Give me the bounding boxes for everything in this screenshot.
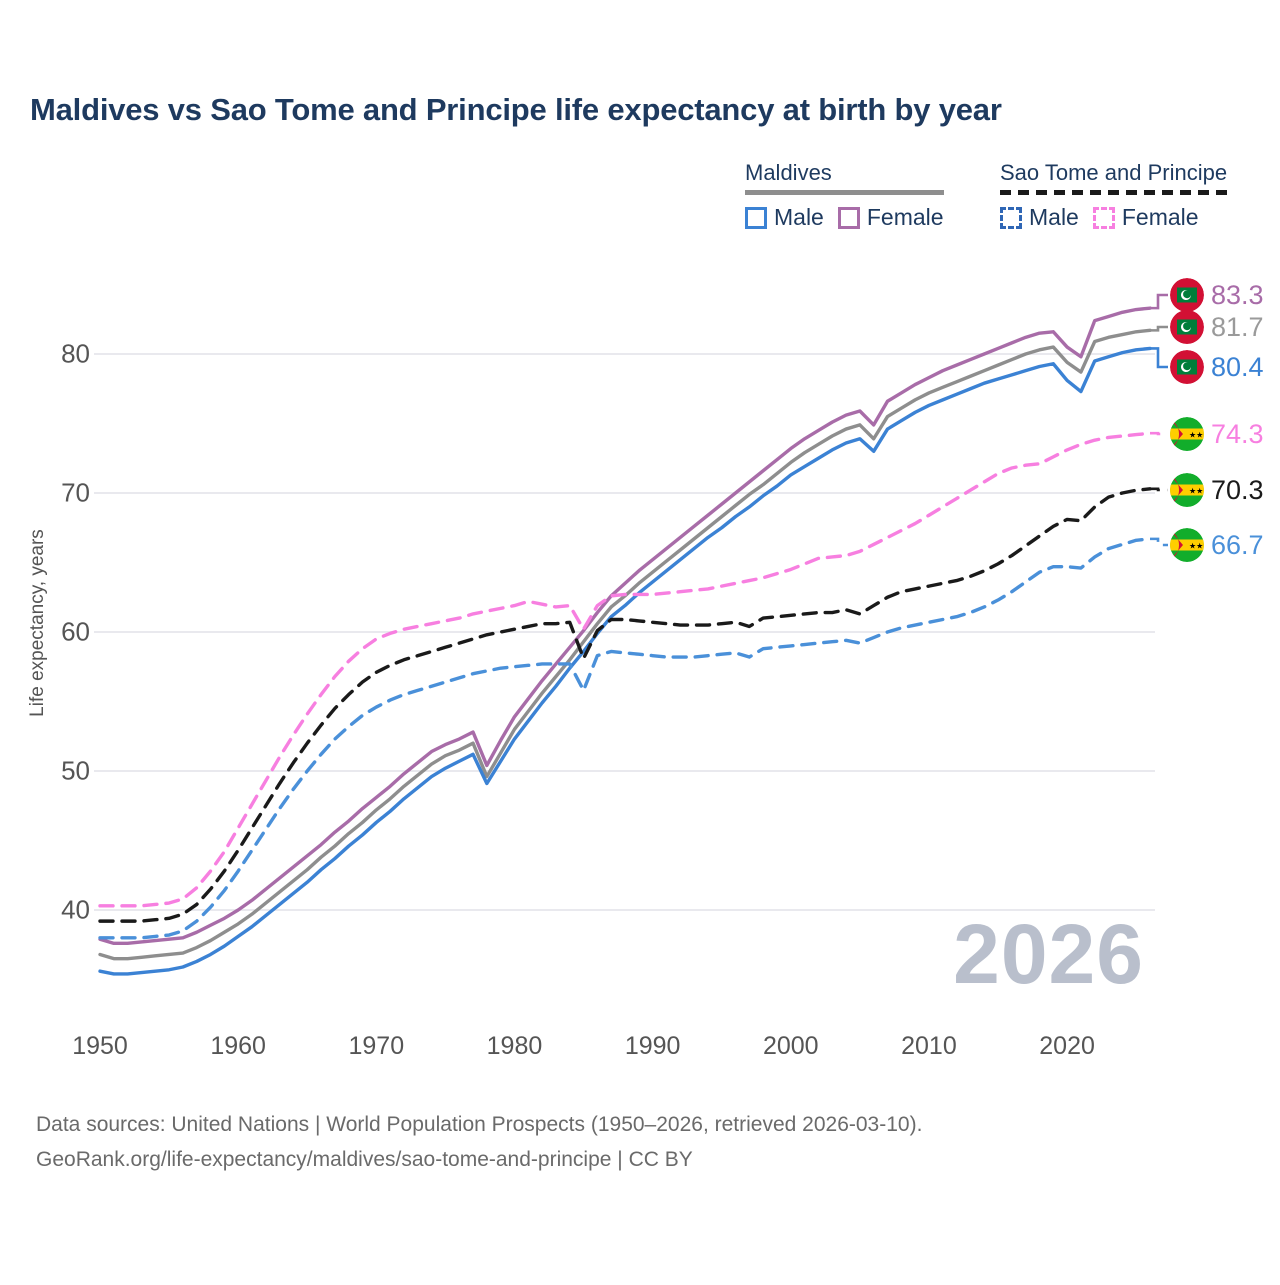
legend-swatch-icon <box>1000 206 1022 229</box>
legend-swatch-icon <box>745 206 767 229</box>
end-label-maldives-female: 83.3 <box>1170 278 1264 312</box>
series-line-maldives-total <box>98 328 1152 961</box>
end-value: 70.3 <box>1211 474 1264 505</box>
legend: Maldives Male Female Sao Tome and Princi… <box>740 160 1260 240</box>
y-tick-label: 40 <box>61 894 90 925</box>
maldives-flag-icon <box>1170 350 1204 384</box>
footer: Data sources: United Nations | World Pop… <box>36 1108 922 1177</box>
leader-line-stp-female <box>1150 431 1168 436</box>
y-tick-label: 70 <box>61 477 90 508</box>
y-tick-label: 80 <box>61 338 90 369</box>
legend-heading-sao-tome-and-principe: Sao Tome and Principe <box>1000 160 1228 185</box>
end-value: 83.3 <box>1211 279 1264 310</box>
series-line-maldives-male <box>98 346 1152 976</box>
sao-tome-and-principe-flag-icon: ★★ <box>1170 473 1204 507</box>
leader-line-stp-total <box>1150 487 1168 492</box>
y-tick-label: 60 <box>61 616 90 647</box>
leader-line-maldives-male <box>1150 347 1168 369</box>
y-tick-label: 50 <box>61 755 90 786</box>
x-tick-label: 2020 <box>1039 1032 1095 1060</box>
x-tick-label: 2000 <box>762 1032 819 1060</box>
svg-text:★★: ★★ <box>1189 431 1203 440</box>
legend-heading-maldives: Maldives <box>745 160 832 185</box>
x-tick-label: 1960 <box>210 1032 266 1060</box>
end-value: 74.3 <box>1211 418 1264 449</box>
end-label-stp-total: ★★ 70.3 <box>1170 473 1264 507</box>
x-tick-label: 1970 <box>348 1032 405 1060</box>
maldives-flag-icon <box>1170 278 1204 312</box>
end-label-maldives-total: 81.7 <box>1170 310 1264 344</box>
end-value: 81.7 <box>1211 311 1264 342</box>
x-tick-label: 1990 <box>624 1032 681 1060</box>
x-tick-label: 2010 <box>901 1032 957 1060</box>
legend-swatch-icon <box>837 206 860 229</box>
legend-item-stp-female[interactable]: Female <box>1092 204 1199 231</box>
x-tick-label: 1980 <box>486 1032 543 1060</box>
legend-group-sao-tome-and-principe: Sao Tome and Principe Male Female <box>1000 160 1228 231</box>
footer-line-sources: Data sources: United Nations | World Pop… <box>36 1113 923 1136</box>
legend-group-maldives: Maldives Male Female <box>745 160 944 231</box>
legend-label: Male <box>1029 204 1079 230</box>
series-line-sao-tome-and-principe-male <box>98 537 1152 940</box>
year-watermark: 2026 <box>953 907 1144 1001</box>
series-line-maldives-female <box>98 306 1152 946</box>
leader-line-maldives-female <box>1150 293 1168 310</box>
sao-tome-and-principe-flag-icon: ★★ <box>1170 417 1204 451</box>
end-label-maldives-male: 80.4 <box>1170 350 1264 384</box>
end-value: 80.4 <box>1211 351 1264 382</box>
series-line-sao-tome-and-principe-female <box>98 431 1152 908</box>
leader-line-maldives-total <box>1150 325 1168 332</box>
legend-label: Female <box>866 204 944 230</box>
legend-label: Male <box>774 204 824 230</box>
maldives-flag-icon <box>1170 310 1204 344</box>
series-line-sao-tome-and-principe-total <box>98 487 1152 923</box>
legend-label: Female <box>1121 204 1199 230</box>
page-title: Maldives vs Sao Tome and Principe life e… <box>30 92 1002 127</box>
sao-tome-and-principe-flag-icon: ★★ <box>1170 528 1204 562</box>
legend-rule-sao-tome-and-principe <box>1000 190 1228 195</box>
x-tick-label: 1950 <box>72 1032 128 1060</box>
end-label-stp-female: ★★ 74.3 <box>1170 417 1264 451</box>
y-axis-ticks: 40 50 60 70 80 <box>28 0 90 1280</box>
legend-item-maldives-female[interactable]: Female <box>837 204 944 231</box>
end-value: 66.7 <box>1211 529 1264 560</box>
end-label-stp-male: ★★ 66.7 <box>1170 528 1264 562</box>
svg-text:★★: ★★ <box>1189 487 1203 496</box>
legend-rule-maldives <box>745 190 944 195</box>
legend-swatch-icon <box>1092 206 1115 229</box>
legend-item-maldives-male[interactable]: Male <box>745 204 824 231</box>
footer-line-url: GeoRank.org/life-expectancy/maldives/sao… <box>36 1147 693 1171</box>
svg-text:★★: ★★ <box>1189 542 1203 551</box>
legend-item-stp-male[interactable]: Male <box>1000 204 1079 231</box>
leader-line-stp-male <box>1150 537 1168 547</box>
